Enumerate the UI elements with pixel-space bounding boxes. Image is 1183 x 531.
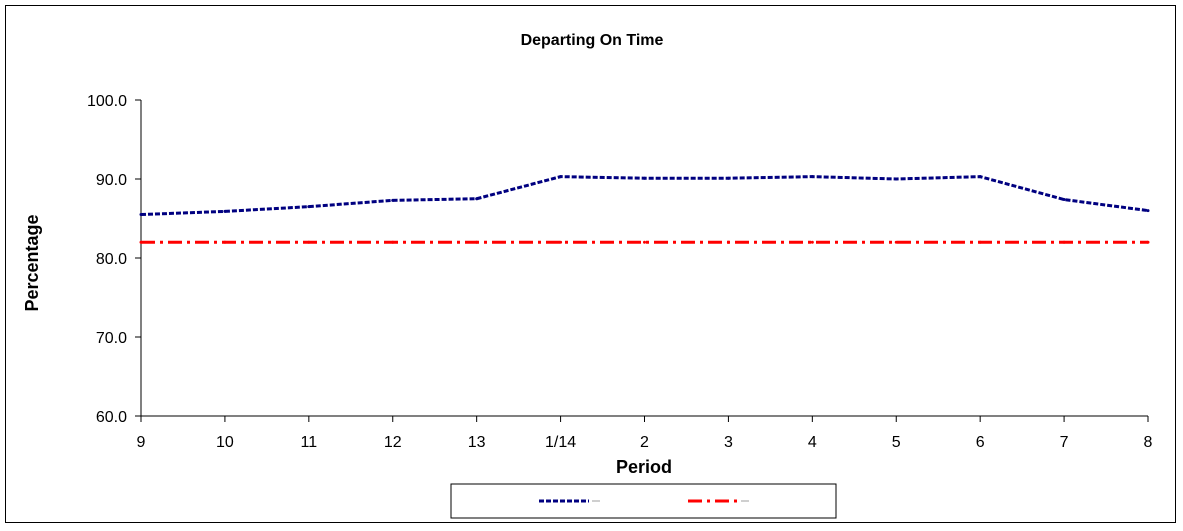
x-tick-label: 8 xyxy=(1144,434,1153,451)
y-tick-label: 70.0 xyxy=(96,330,127,347)
series-1-point xyxy=(139,213,143,217)
x-tick-label: 7 xyxy=(1060,434,1069,451)
x-tick-label: 1/14 xyxy=(545,434,576,451)
y-tick-label: 60.0 xyxy=(96,409,127,426)
series-2-point xyxy=(223,240,227,244)
series-2-point xyxy=(1062,240,1066,244)
series-2-point xyxy=(1146,240,1150,244)
x-tick-label: 5 xyxy=(892,434,901,451)
series-1-point xyxy=(559,175,563,179)
series-1-point xyxy=(810,175,814,179)
x-tick-label: 2 xyxy=(640,434,649,451)
series-2-point xyxy=(726,240,730,244)
y-axis-title: Percentage xyxy=(22,214,42,311)
series-2-point xyxy=(307,240,311,244)
series-2-point xyxy=(475,240,479,244)
series-1-point xyxy=(307,205,311,209)
series-1-point xyxy=(726,176,730,180)
series-2-point xyxy=(559,240,563,244)
x-tick-label: 11 xyxy=(301,434,318,451)
series-1-point xyxy=(1146,209,1150,213)
y-tick-label: 100.0 xyxy=(87,93,127,110)
x-axis-title: Period xyxy=(616,457,672,477)
series-line-1 xyxy=(140,175,1149,217)
series-1-point xyxy=(1062,198,1066,202)
series-2-point xyxy=(978,240,982,244)
x-tick-label: 12 xyxy=(384,434,402,451)
series-1-point xyxy=(894,177,898,181)
plot-area: 60.0 70.0 80.0 90.0 100.0 9 10 11 12 13 1/14 2 3 4 5 6 7… xyxy=(87,93,1153,451)
series-2-point xyxy=(391,240,395,244)
series-2-point xyxy=(139,240,143,244)
series-1-point xyxy=(643,176,646,180)
series-1-point xyxy=(475,197,479,201)
legend-box xyxy=(450,483,837,519)
x-tick-label: 3 xyxy=(724,434,733,451)
series-2-point xyxy=(810,240,814,244)
y-tick-label: 90.0 xyxy=(96,172,127,189)
x-tick-label: 4 xyxy=(808,434,817,451)
series-1-point xyxy=(391,198,395,202)
series-2-point xyxy=(643,240,646,244)
legend xyxy=(450,483,837,519)
x-tick-label: 10 xyxy=(216,434,234,451)
series-1-point xyxy=(223,209,227,213)
x-tick-label: 9 xyxy=(137,434,146,451)
chart-frame xyxy=(5,5,1176,523)
x-tick-label: 6 xyxy=(976,434,985,451)
chart-title: Departing On Time xyxy=(521,32,664,49)
series-1-point xyxy=(978,175,982,179)
x-tick-label: 13 xyxy=(468,434,486,451)
series-2-point xyxy=(894,240,898,244)
y-tick-label: 80.0 xyxy=(96,251,127,268)
